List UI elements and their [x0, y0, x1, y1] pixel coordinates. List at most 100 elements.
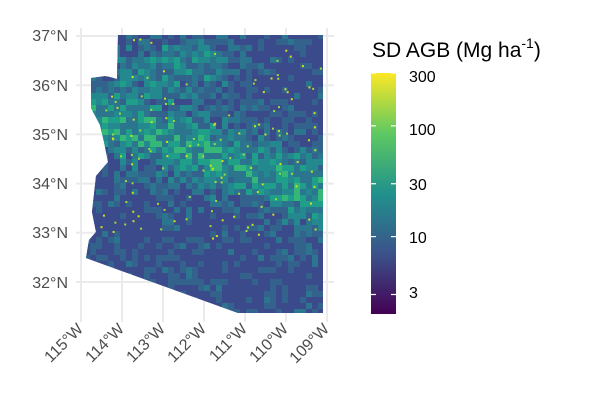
raster-cell	[204, 39, 210, 45]
raster-cell	[282, 189, 288, 195]
raster-cell	[150, 273, 156, 279]
raster-cell	[258, 159, 264, 165]
raster-cell	[198, 189, 204, 195]
raster-cell	[198, 153, 204, 159]
raster-cell	[288, 57, 294, 63]
raster-cell	[246, 63, 252, 69]
raster-speckle	[173, 220, 176, 223]
raster-cell	[90, 57, 96, 63]
raster-cell	[318, 123, 323, 129]
raster-cell	[132, 69, 138, 75]
raster-cell	[180, 45, 186, 51]
raster-cell	[86, 39, 90, 45]
raster-cell	[276, 243, 282, 249]
raster-cell	[108, 45, 114, 51]
raster-cell	[108, 183, 114, 189]
raster-cell	[318, 51, 323, 57]
raster-cell	[126, 309, 132, 313]
raster-cell	[126, 75, 132, 81]
raster-cell	[186, 99, 192, 105]
raster-cell	[216, 315, 222, 321]
raster-cell	[228, 207, 234, 213]
raster-cell	[168, 225, 174, 231]
raster-cell	[222, 315, 228, 321]
raster-cell	[246, 93, 252, 99]
raster-cell	[162, 45, 168, 51]
raster-cell	[318, 171, 323, 177]
raster-cell	[144, 243, 150, 249]
raster-cell	[86, 63, 90, 69]
raster-speckle	[131, 76, 134, 79]
raster-cell	[210, 225, 216, 231]
raster-cell	[306, 45, 312, 51]
raster-cell	[258, 201, 264, 207]
raster-cell	[282, 117, 288, 123]
raster-cell	[270, 237, 276, 243]
raster-cell	[228, 201, 234, 207]
raster-cell	[174, 39, 180, 45]
raster-cell	[180, 35, 186, 39]
raster-cell	[120, 35, 126, 39]
raster-cell	[318, 135, 323, 141]
raster-cell	[156, 165, 162, 171]
raster-cell	[204, 147, 210, 153]
raster-speckle	[131, 191, 134, 194]
raster-cell	[168, 189, 174, 195]
raster-cell	[102, 267, 108, 273]
raster-cell	[114, 225, 120, 231]
raster-cell	[138, 285, 144, 291]
raster-cell	[162, 141, 168, 147]
raster-cell	[276, 195, 282, 201]
raster-cell	[216, 231, 222, 237]
raster-cell	[252, 231, 258, 237]
raster-cell	[108, 159, 114, 165]
raster-cell	[300, 303, 306, 309]
raster-cell	[120, 105, 126, 111]
raster-cell	[120, 69, 126, 75]
raster-cell	[294, 267, 300, 273]
raster-cell	[216, 183, 222, 189]
raster-cell	[240, 201, 246, 207]
raster-cell	[312, 279, 318, 285]
raster-cell	[192, 135, 198, 141]
raster-cell	[270, 309, 276, 313]
raster-cell	[228, 177, 234, 183]
raster-cell	[168, 261, 174, 267]
raster-cell	[120, 153, 126, 159]
raster-speckle	[197, 143, 200, 146]
raster-cell	[312, 117, 318, 123]
raster-cell	[102, 297, 108, 303]
raster-cell	[228, 123, 234, 129]
lon-label: 110°W	[247, 320, 293, 366]
raster-cell	[318, 153, 323, 159]
raster-cell	[264, 201, 270, 207]
raster-cell	[162, 159, 168, 165]
raster-cell	[174, 303, 180, 309]
raster-cell	[282, 35, 288, 39]
raster-cell	[186, 261, 192, 267]
raster-cell	[174, 117, 180, 123]
raster-cell	[264, 207, 270, 213]
raster-cell	[96, 105, 102, 111]
raster-cell	[246, 303, 252, 309]
raster-cell	[204, 279, 210, 285]
raster-cell	[180, 117, 186, 123]
raster-cell	[126, 219, 132, 225]
raster-cell	[312, 261, 318, 267]
raster-cell	[258, 213, 264, 219]
lat-label: 36°N	[32, 78, 68, 95]
raster-cell	[216, 123, 222, 129]
raster-cell	[282, 279, 288, 285]
raster-cell	[138, 195, 144, 201]
raster-cell	[96, 153, 102, 159]
raster-cell	[102, 291, 108, 297]
raster-cell	[150, 117, 156, 123]
raster-cell	[180, 111, 186, 117]
raster-cell	[96, 273, 102, 279]
raster-cell	[144, 111, 150, 117]
raster-cell	[138, 105, 144, 111]
raster-cell	[198, 165, 204, 171]
raster-cell	[138, 81, 144, 87]
raster-cell	[96, 219, 102, 225]
raster-cell	[168, 195, 174, 201]
